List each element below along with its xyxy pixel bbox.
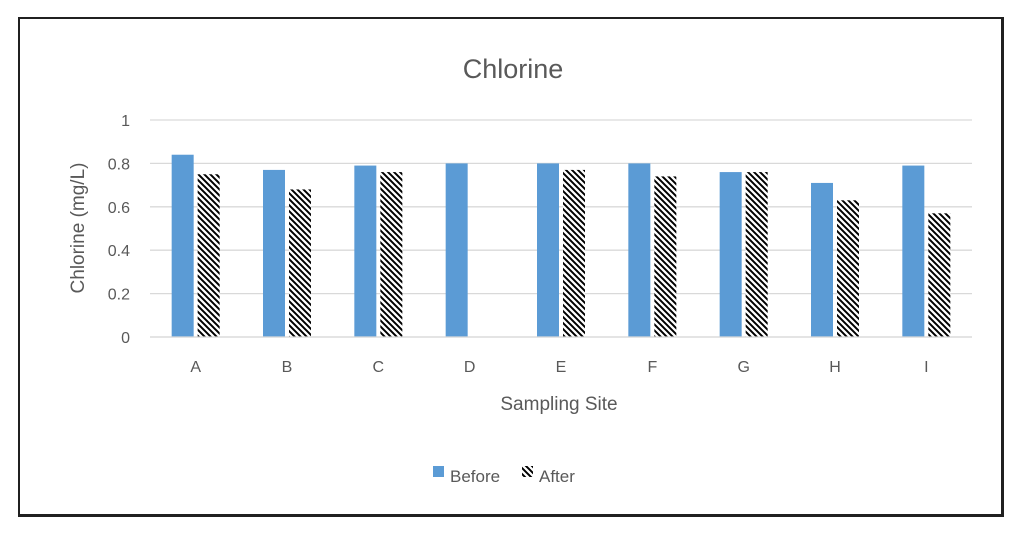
legend-label-before: Before bbox=[450, 467, 500, 486]
bar-after-g bbox=[745, 172, 768, 337]
bar-after-h bbox=[837, 200, 859, 337]
bar-before-e bbox=[537, 163, 559, 337]
bar-before-h bbox=[811, 182, 833, 337]
bar-before-b bbox=[263, 169, 285, 337]
x-tick-label: I bbox=[924, 359, 928, 376]
x-tick-label: C bbox=[373, 359, 385, 376]
chart-title: Chlorine bbox=[463, 54, 564, 84]
x-tick-label: H bbox=[829, 359, 841, 376]
y-tick-label: 0.8 bbox=[108, 156, 130, 173]
x-tick-label: B bbox=[282, 359, 293, 376]
x-tick-label: A bbox=[190, 359, 201, 376]
y-tick-label: 1 bbox=[121, 113, 130, 130]
bar-before-i bbox=[902, 165, 925, 337]
legend-label-after: After bbox=[539, 467, 575, 486]
x-tick-label: G bbox=[737, 359, 749, 376]
x-tick-label: F bbox=[647, 359, 657, 376]
bar-before-f bbox=[628, 163, 651, 337]
bar-after-e bbox=[563, 169, 585, 337]
legend-swatch-before bbox=[433, 466, 444, 477]
bar-before-c bbox=[354, 165, 377, 337]
bar-before-g bbox=[719, 172, 742, 337]
y-tick-label: 0.6 bbox=[108, 200, 130, 217]
bar-after-c bbox=[380, 172, 403, 337]
y-axis-ticks: 0 0.2 0.4 0.6 0.8 1 bbox=[108, 113, 130, 347]
x-tick-label: E bbox=[556, 359, 567, 376]
x-axis-title: Sampling Site bbox=[500, 394, 617, 415]
y-tick-label: 0 bbox=[121, 330, 130, 347]
bar-after-a bbox=[197, 174, 220, 337]
y-tick-label: 0.4 bbox=[108, 243, 130, 260]
bar-after-i bbox=[928, 213, 951, 337]
bar-after-b bbox=[289, 189, 311, 337]
bar-before-d bbox=[445, 163, 468, 337]
y-tick-label: 0.2 bbox=[108, 287, 130, 304]
bars bbox=[150, 154, 972, 338]
legend: Before After bbox=[433, 466, 575, 486]
x-tick-label: D bbox=[464, 359, 476, 376]
legend-swatch-after bbox=[522, 466, 533, 477]
bar-before-a bbox=[171, 154, 194, 337]
bar-after-f bbox=[654, 176, 677, 337]
y-axis-title: Chlorine (mg/L) bbox=[68, 163, 89, 294]
x-axis-ticks: A B C D E F G H I bbox=[190, 359, 928, 376]
